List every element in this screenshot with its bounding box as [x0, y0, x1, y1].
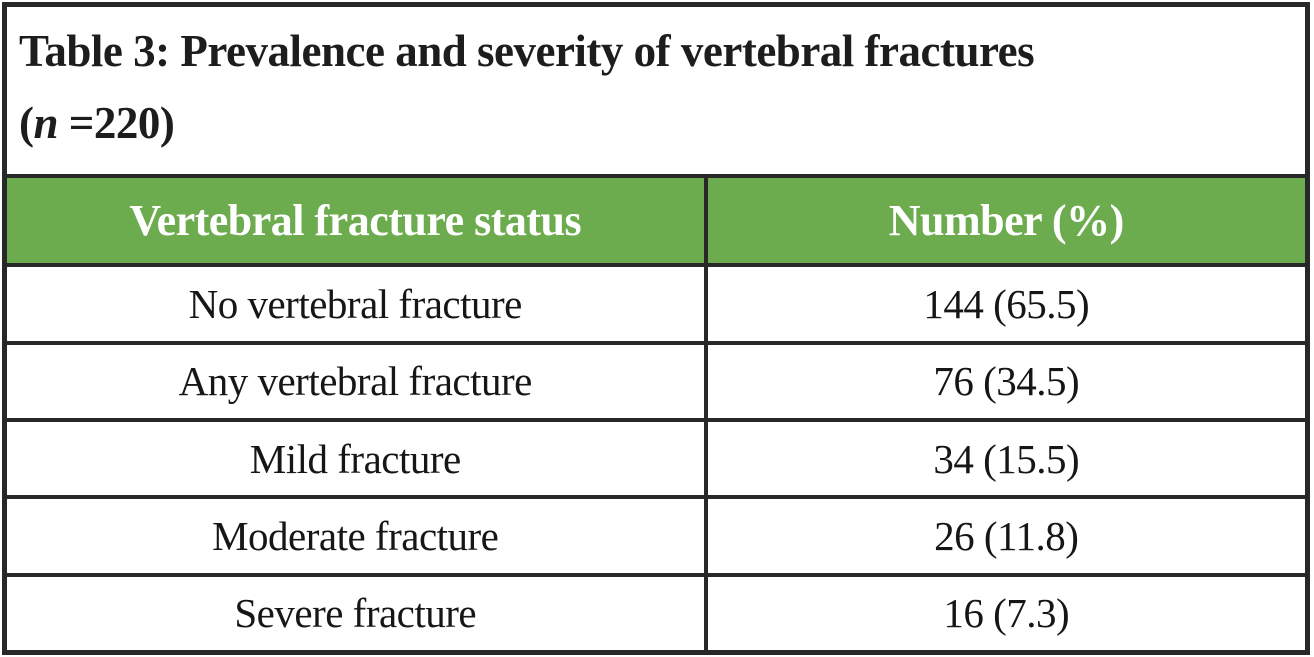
number-cell: 144 (65.5): [703, 263, 1310, 345]
table-row: Mild fracture 34 (15.5): [2, 418, 1310, 500]
table-row: Any vertebral fracture 76 (34.5): [2, 340, 1310, 423]
table-row: Moderate fracture 26 (11.8): [2, 495, 1310, 577]
status-cell: Mild fracture: [2, 418, 708, 500]
header-row: Vertebral fracture status Number (%): [2, 173, 1310, 268]
title-row: Table 3: Prevalence and severity of vert…: [2, 2, 1310, 178]
header-number: Number (%): [703, 173, 1310, 268]
header-status: Vertebral fracture status: [2, 173, 708, 268]
table-row: Severe fracture 16 (7.3): [2, 572, 1310, 655]
sample-size-n: n: [33, 98, 59, 149]
status-cell: Moderate fracture: [2, 495, 708, 577]
table-title: Table 3: Prevalence and severity of vert…: [2, 2, 1310, 178]
status-cell: No vertebral fracture: [2, 263, 708, 345]
number-cell: 34 (15.5): [703, 418, 1310, 500]
number-cell: 76 (34.5): [703, 340, 1310, 423]
table-row: No vertebral fracture 144 (65.5): [2, 263, 1310, 345]
status-cell: Any vertebral fracture: [2, 340, 708, 423]
number-cell: 16 (7.3): [703, 572, 1310, 655]
table-title-line2: (n =220): [19, 98, 175, 149]
status-cell: Severe fracture: [2, 572, 708, 655]
table-title-line1: Table 3: Prevalence and severity of vert…: [19, 25, 1035, 76]
number-cell: 26 (11.8): [703, 495, 1310, 577]
